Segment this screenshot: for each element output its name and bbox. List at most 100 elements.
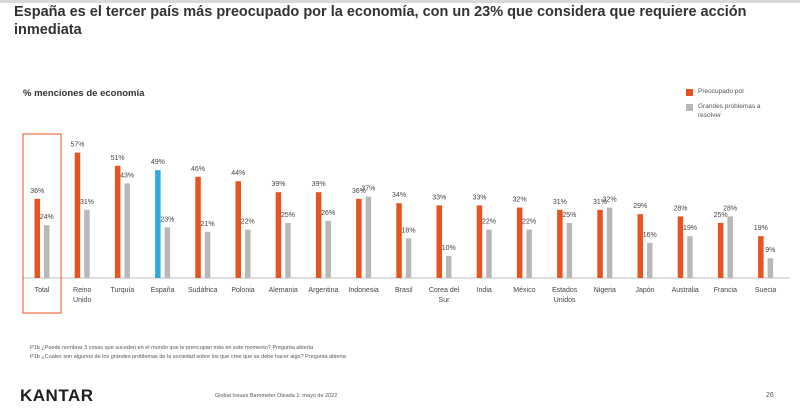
category-label-sudafrica: Sudáfrica xyxy=(188,287,218,294)
bar-grandes-francia xyxy=(727,216,733,278)
footer-source: Global Issues Barometer Oleada 1: mayo d… xyxy=(215,393,338,399)
data-label-preocupado-sudafrica: 46% xyxy=(191,166,205,173)
category-label-polonia: Polonia xyxy=(231,287,254,294)
bar-grandes-brasil xyxy=(405,238,412,278)
bar-preocupado-corea-del-sur xyxy=(436,205,442,278)
data-label-grandes-japon: 16% xyxy=(643,232,657,239)
data-label-preocupado-total: 36% xyxy=(30,188,44,195)
data-label-preocupado-reino-unido: 57% xyxy=(70,142,84,149)
category-label-argentina: Argentina xyxy=(308,287,338,294)
data-label-preocupado-espana: 49% xyxy=(151,159,165,166)
note-2: P1b ¿Cuáles son algunos de los grandes p… xyxy=(30,354,346,360)
legend-label-grandes: Grandes problemas a resolver xyxy=(698,103,761,119)
data-label-grandes-india: 22% xyxy=(482,219,496,226)
bar-grandes-suecia xyxy=(767,258,774,278)
data-label-preocupado-argentina: 39% xyxy=(312,181,326,188)
data-label-preocupado-indonesia: 36% xyxy=(352,188,366,195)
bar-grandes-australia xyxy=(687,236,693,278)
bar-grandes-estados-unidos xyxy=(566,223,573,278)
data-label-preocupado-estados-unidos: 31% xyxy=(553,199,567,206)
bar-preocupado-estados-unidos xyxy=(557,209,563,278)
data-label-preocupado-alemania: 39% xyxy=(271,181,285,188)
legend-item-preocupado: Preocupado por xyxy=(686,87,796,96)
bar-grandes-corea-del-sur xyxy=(446,256,452,278)
bar-preocupado-reino-unido xyxy=(74,152,81,278)
bar-grandes-alemania xyxy=(285,223,291,278)
page-number: 26 xyxy=(766,392,774,399)
bar-preocupado-india xyxy=(476,205,483,278)
category-label-india: India xyxy=(477,287,492,294)
bar-preocupado-indonesia xyxy=(356,198,362,278)
chart-legend: Preocupado por Grandes problemas a resol… xyxy=(686,87,796,126)
bar-preocupado-argentina xyxy=(315,192,322,278)
category-label-australia: Australia xyxy=(672,287,699,294)
bar-grandes-reino-unido xyxy=(84,209,90,278)
data-label-grandes-polonia: 22% xyxy=(241,219,255,226)
bar-grandes-japon xyxy=(647,242,653,278)
legend-item-grandes: Grandes problemas a resolver xyxy=(686,102,796,120)
bar-grandes-turquia xyxy=(124,183,130,278)
bar-grandes-mexico xyxy=(526,229,532,278)
bar-grandes-india xyxy=(486,229,492,278)
bar-preocupado-alemania xyxy=(275,192,282,278)
category-label-corea-del-sur: Corea del Sur xyxy=(429,287,460,304)
bar-preocupado-mexico xyxy=(516,207,523,278)
data-label-grandes-francia: 28% xyxy=(723,205,737,212)
bar-preocupado-suecia xyxy=(758,236,764,278)
category-label-brasil: Brasil xyxy=(395,287,413,294)
category-label-indonesia: Indonesia xyxy=(348,287,378,294)
data-label-preocupado-corea-del-sur: 33% xyxy=(432,194,446,201)
category-label-espana: España xyxy=(151,287,175,294)
data-label-grandes-estados-unidos: 25% xyxy=(562,212,576,219)
category-label-estados-unidos: Estados Unidos xyxy=(552,287,578,304)
question-notes: P1b ¿Puede nombrar 3 cosas que suceden e… xyxy=(30,344,346,362)
bar-preocupado-espana xyxy=(155,170,161,278)
bar-preocupado-polonia xyxy=(235,181,241,278)
category-label-mexico: México xyxy=(513,287,535,294)
category-label-nigeria: Nigeria xyxy=(594,287,616,294)
category-label-suecia: Suecia xyxy=(755,287,777,294)
data-label-preocupado-india: 33% xyxy=(472,194,486,201)
data-label-preocupado-turquia: 51% xyxy=(111,155,125,162)
chart-subtitle: % menciones de economía xyxy=(23,88,145,99)
bar-grandes-polonia xyxy=(245,229,251,278)
legend-label-preocupado: Preocupado por xyxy=(698,88,745,95)
bar-grandes-espana xyxy=(164,227,171,278)
data-label-preocupado-brasil: 34% xyxy=(392,192,406,199)
data-label-grandes-alemania: 25% xyxy=(281,212,295,219)
data-label-grandes-brasil: 18% xyxy=(402,227,416,234)
category-label-alemania: Alemania xyxy=(269,287,298,294)
legend-swatch-grandes xyxy=(686,104,693,111)
bar-grandes-sudafrica xyxy=(204,231,211,278)
category-label-turquia: Turquía xyxy=(110,287,134,294)
bar-grandes-argentina xyxy=(325,220,331,278)
bar-grandes-total xyxy=(44,225,50,278)
category-label-total: Total xyxy=(35,287,50,294)
note-1: P1b ¿Puede nombrar 3 cosas que suceden e… xyxy=(30,345,314,351)
bar-preocupado-brasil xyxy=(396,203,402,278)
bar-preocupado-nigeria xyxy=(597,209,603,278)
bar-grandes-nigeria xyxy=(606,207,613,278)
data-label-preocupado-francia: 25% xyxy=(714,212,728,219)
bar-grandes-indonesia xyxy=(365,196,372,278)
bar-preocupado-turquia xyxy=(114,165,121,278)
category-label-japon: Japón xyxy=(635,287,654,294)
data-label-grandes-espana: 23% xyxy=(160,216,174,223)
data-label-preocupado-nigeria: 31% xyxy=(593,199,607,206)
data-label-grandes-argentina: 26% xyxy=(321,210,335,217)
data-label-preocupado-suecia: 19% xyxy=(754,225,768,232)
page-title: España es el tercer país más preocupado … xyxy=(14,4,747,38)
data-label-grandes-sudafrica: 21% xyxy=(201,221,215,228)
category-label-francia: Francia xyxy=(714,287,737,294)
data-label-grandes-total: 24% xyxy=(40,214,54,221)
bar-preocupado-australia xyxy=(677,216,684,278)
category-label-reino-unido: Reino Unido xyxy=(73,287,91,304)
bar-preocupado-japon xyxy=(637,214,643,278)
data-label-preocupado-polonia: 44% xyxy=(231,170,245,177)
bar-preocupado-total xyxy=(34,198,40,278)
total-highlight-box xyxy=(22,133,62,314)
data-label-grandes-mexico: 22% xyxy=(522,219,536,226)
top-rule xyxy=(0,0,800,3)
data-label-preocupado-mexico: 32% xyxy=(513,197,527,204)
